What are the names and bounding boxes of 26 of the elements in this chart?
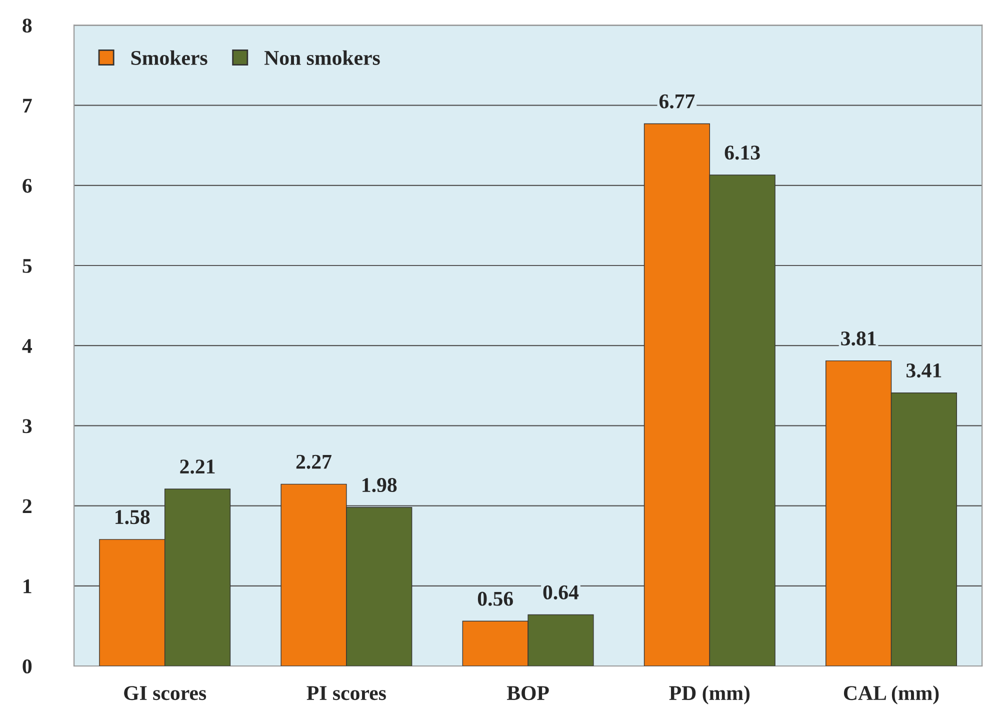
y-tick-label: 0	[22, 659, 32, 674]
x-tick-label: CAL (mm)	[844, 685, 939, 704]
data-label: 6.77	[659, 94, 695, 108]
y-tick-label: 8	[22, 18, 32, 33]
data-label: 2.21	[180, 460, 215, 474]
data-label: 6.13	[724, 146, 760, 160]
legend-label: Smokers	[131, 50, 208, 65]
y-tick-label: 2	[22, 499, 32, 514]
y-tick-label: 1	[24, 579, 32, 594]
y-tick-label: 5	[22, 259, 32, 273]
x-tick-label: PD (mm)	[669, 685, 750, 704]
x-tick-label: GI scores	[124, 686, 206, 700]
legend-label: Non smokers	[264, 50, 380, 65]
y-tick-label: 6	[22, 178, 32, 193]
data-label: 0.56	[478, 592, 513, 606]
y-tick-label: 7	[23, 98, 32, 113]
data-label: 2.27	[296, 454, 332, 469]
x-tick-label: BOP	[506, 686, 549, 700]
x-tick-label: PI scores	[306, 686, 386, 700]
data-label: 3.41	[906, 364, 942, 378]
y-tick-label: 4	[22, 339, 32, 353]
data-label: 1.58	[116, 510, 150, 524]
data-label: 3.81	[841, 331, 876, 346]
data-label: 1.98	[362, 478, 397, 492]
data-label: 0.64	[543, 585, 579, 600]
y-tick-label: 3	[22, 419, 32, 434]
